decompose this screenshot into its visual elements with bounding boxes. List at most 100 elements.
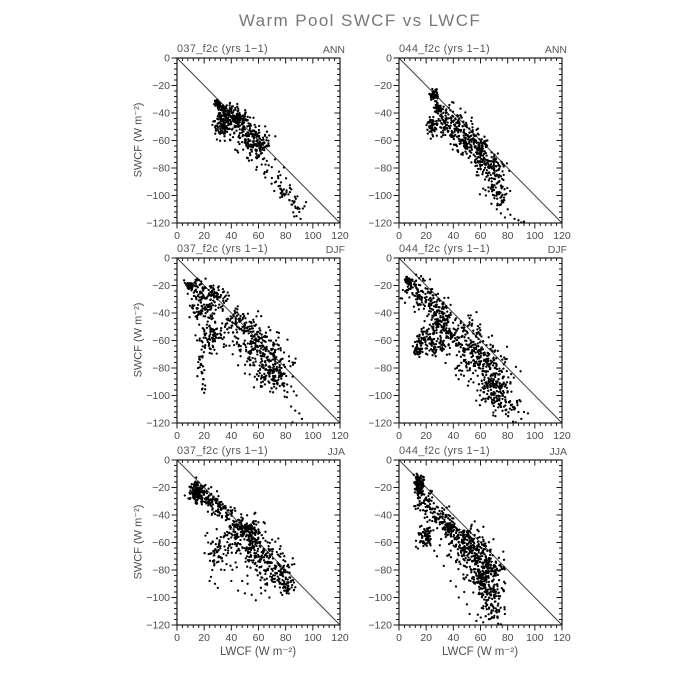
svg-text:100: 100 xyxy=(526,230,544,242)
svg-text:−20: −20 xyxy=(152,482,170,494)
svg-text:−40: −40 xyxy=(152,510,170,522)
svg-text:20: 20 xyxy=(198,230,210,242)
svg-text:120: 120 xyxy=(331,632,349,644)
svg-text:−100: −100 xyxy=(146,390,170,402)
svg-text:60: 60 xyxy=(475,430,487,442)
scatter-panel-ann-044: 0 20 40 60 80 100 120 0 −20 −40 −60 −80 −100 −120 044… xyxy=(347,42,583,274)
svg-text:100: 100 xyxy=(304,230,322,242)
svg-text:0: 0 xyxy=(386,253,392,265)
svg-text:−100: −100 xyxy=(368,390,392,402)
svg-text:−60: −60 xyxy=(152,537,170,549)
season-label: JJA xyxy=(327,446,345,458)
svg-text:−20: −20 xyxy=(374,80,392,92)
svg-text:−80: −80 xyxy=(374,163,392,175)
svg-text:−80: −80 xyxy=(374,363,392,375)
scatter-plot: 0 20 40 60 80 100 120 0 −20 −40 −60 −80 −100 −120 xyxy=(368,253,571,443)
svg-text:80: 80 xyxy=(280,230,292,242)
svg-text:0: 0 xyxy=(164,253,170,265)
svg-text:−40: −40 xyxy=(152,308,170,320)
svg-text:−80: −80 xyxy=(152,565,170,577)
svg-text:−100: −100 xyxy=(146,592,170,604)
svg-text:60: 60 xyxy=(475,230,487,242)
scatter-plot: 0 20 40 60 80 100 120 0 −20 −40 −60 −80 −100 −120 xyxy=(146,53,349,243)
svg-text:20: 20 xyxy=(198,632,210,644)
svg-text:−120: −120 xyxy=(146,218,170,230)
svg-text:−40: −40 xyxy=(374,308,392,320)
svg-text:0: 0 xyxy=(164,455,170,467)
panel-title: 037_f2c (yrs 1−1) xyxy=(177,445,269,457)
scatter-panel-ann-037: 0 20 40 60 80 100 120 0 −20 −40 −60 −80 −100 −120 037… xyxy=(125,42,361,274)
svg-text:120: 120 xyxy=(553,430,571,442)
svg-text:20: 20 xyxy=(420,230,432,242)
svg-text:0: 0 xyxy=(174,430,180,442)
svg-text:−60: −60 xyxy=(152,135,170,147)
svg-text:100: 100 xyxy=(526,430,544,442)
svg-text:0: 0 xyxy=(174,230,180,242)
svg-text:−20: −20 xyxy=(152,80,170,92)
panel-title: 037_f2c (yrs 1−1) xyxy=(177,43,269,55)
svg-text:−20: −20 xyxy=(374,280,392,292)
svg-text:−80: −80 xyxy=(152,163,170,175)
svg-text:−80: −80 xyxy=(152,363,170,375)
svg-text:−120: −120 xyxy=(368,218,392,230)
season-label: JJA xyxy=(549,446,567,458)
svg-text:100: 100 xyxy=(304,632,322,644)
panel-title: 044_f2c (yrs 1−1) xyxy=(399,43,491,55)
svg-text:−100: −100 xyxy=(368,190,392,202)
svg-text:40: 40 xyxy=(447,430,459,442)
svg-text:120: 120 xyxy=(331,430,349,442)
scatter-panel-jja-037: 0 20 40 60 80 100 120 0 −20 −40 −60 −80 −100 −120 037… xyxy=(125,444,361,676)
x-axis-label: LWCF (W m⁻²) xyxy=(219,646,297,658)
svg-text:20: 20 xyxy=(420,430,432,442)
svg-text:−120: −120 xyxy=(146,620,170,632)
panel-title: 044_f2c (yrs 1−1) xyxy=(399,445,491,457)
svg-text:80: 80 xyxy=(502,430,514,442)
svg-text:−20: −20 xyxy=(152,280,170,292)
panel-title: 044_f2c (yrs 1−1) xyxy=(399,243,491,255)
panel-title: 037_f2c (yrs 1−1) xyxy=(177,243,269,255)
svg-text:60: 60 xyxy=(253,230,265,242)
scatter-plot: 0 20 40 60 80 100 120 0 −20 −40 −60 −80 −100 −120 xyxy=(368,53,571,243)
svg-text:100: 100 xyxy=(304,430,322,442)
x-axis-label: LWCF (W m⁻²) xyxy=(441,646,519,658)
svg-text:80: 80 xyxy=(502,230,514,242)
svg-text:−100: −100 xyxy=(146,190,170,202)
svg-text:0: 0 xyxy=(396,230,402,242)
svg-text:−60: −60 xyxy=(374,135,392,147)
scatter-plot: 0 20 40 60 80 100 120 0 −20 −40 −60 −80 −100 −120 xyxy=(146,253,349,443)
svg-text:0: 0 xyxy=(396,430,402,442)
svg-text:40: 40 xyxy=(225,632,237,644)
svg-text:80: 80 xyxy=(280,632,292,644)
svg-text:−60: −60 xyxy=(152,335,170,347)
svg-text:120: 120 xyxy=(553,230,571,242)
svg-text:0: 0 xyxy=(174,632,180,644)
scatter-panel-jja-044: 0 20 40 60 80 100 120 0 −20 −40 −60 −80 −100 −120 044… xyxy=(347,444,583,676)
svg-text:40: 40 xyxy=(225,430,237,442)
y-axis-label: SWCF (W m⁻²) xyxy=(132,504,145,580)
y-axis-label: SWCF (W m⁻²) xyxy=(132,102,145,178)
svg-text:40: 40 xyxy=(447,230,459,242)
scatter-panel-djf-044: 0 20 40 60 80 100 120 0 −20 −40 −60 −80 −100 −120 044… xyxy=(347,242,583,474)
season-label: ANN xyxy=(322,44,345,56)
svg-text:−120: −120 xyxy=(146,418,170,430)
svg-text:120: 120 xyxy=(331,230,349,242)
scatter-panel-djf-037: 0 20 40 60 80 100 120 0 −20 −40 −60 −80 −100 −120 037… xyxy=(125,242,361,474)
svg-text:0: 0 xyxy=(386,53,392,65)
svg-text:60: 60 xyxy=(253,430,265,442)
svg-text:−40: −40 xyxy=(374,108,392,120)
svg-text:80: 80 xyxy=(280,430,292,442)
svg-text:−60: −60 xyxy=(374,335,392,347)
svg-text:−40: −40 xyxy=(152,108,170,120)
y-axis-label: SWCF (W m⁻²) xyxy=(132,302,145,378)
figure-title: Warm Pool SWCF vs LWCF xyxy=(238,11,482,30)
svg-text:40: 40 xyxy=(225,230,237,242)
season-label: ANN xyxy=(544,44,567,56)
svg-text:20: 20 xyxy=(198,430,210,442)
svg-text:−120: −120 xyxy=(368,418,392,430)
season-label: DJF xyxy=(325,244,345,256)
svg-text:0: 0 xyxy=(164,53,170,65)
season-label: DJF xyxy=(547,244,567,256)
